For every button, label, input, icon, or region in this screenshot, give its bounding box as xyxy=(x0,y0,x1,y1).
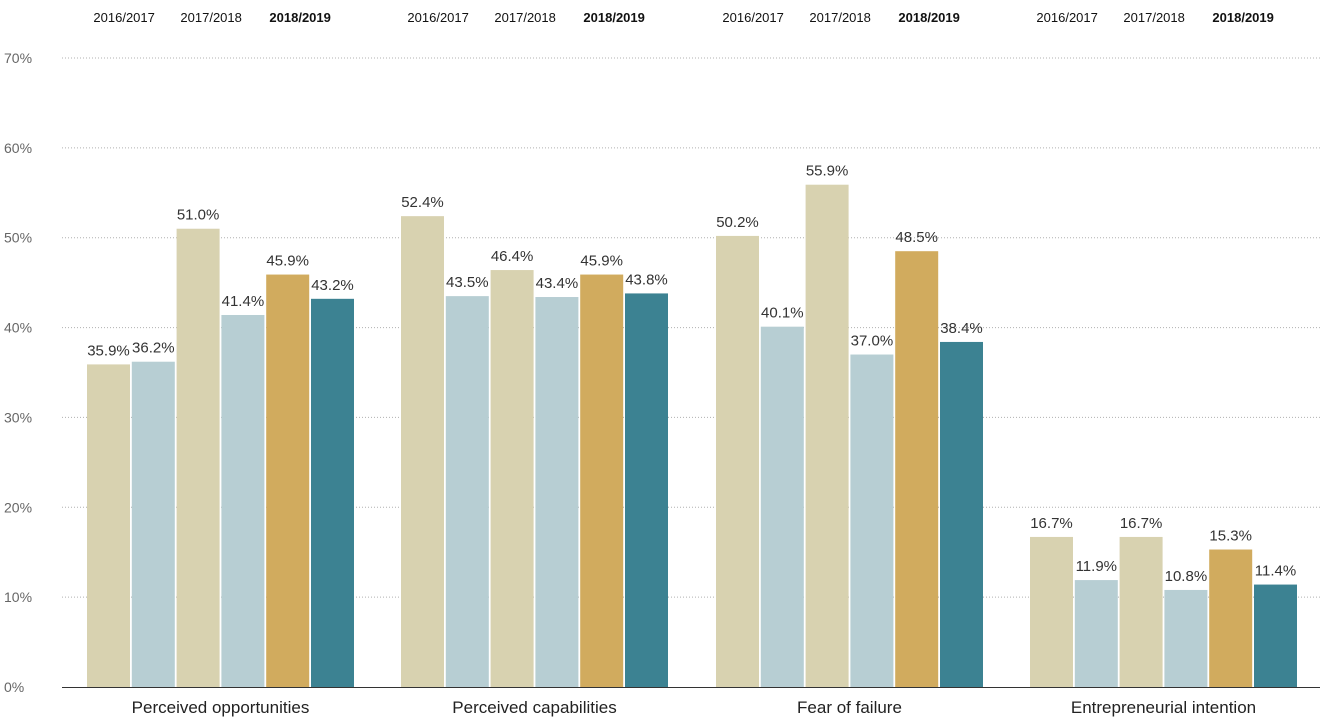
bar-value-label: 43.2% xyxy=(311,277,354,294)
bar-value-label: 37.0% xyxy=(851,333,894,350)
bar-value-label: 38.4% xyxy=(940,320,983,337)
bar xyxy=(266,274,310,687)
bar xyxy=(176,228,220,687)
period-label: 2018/2019 xyxy=(1212,10,1273,25)
bar xyxy=(311,298,354,687)
period-label: 2016/2017 xyxy=(407,10,468,25)
bar-value-label: 41.4% xyxy=(222,293,265,310)
y-tick-label: 20% xyxy=(4,499,32,515)
bar xyxy=(131,361,175,687)
bar-value-label: 11.4% xyxy=(1255,563,1296,580)
y-tick-label: 70% xyxy=(4,50,32,66)
period-label: 2018/2019 xyxy=(583,10,644,25)
period-label: 2018/2019 xyxy=(269,10,330,25)
bar-value-label: 15.3% xyxy=(1209,528,1252,545)
bar xyxy=(1209,549,1253,687)
bar-value-label: 45.9% xyxy=(266,253,309,270)
bar-value-label: 55.9% xyxy=(806,163,849,180)
bar-value-label: 46.4% xyxy=(491,248,534,265)
bar-value-label: 45.9% xyxy=(580,253,623,270)
bar-value-label: 16.7% xyxy=(1120,515,1163,532)
bar xyxy=(760,326,804,687)
bar xyxy=(850,354,894,687)
bar-value-label: 43.8% xyxy=(625,271,668,288)
bars-layer xyxy=(87,184,1297,688)
period-label: 2017/2018 xyxy=(1123,10,1184,25)
grid-layer: 0% 10% 20% 30% 40% 50% 60% 70% xyxy=(4,50,1320,695)
period-label: 2017/2018 xyxy=(809,10,870,25)
bar xyxy=(1119,536,1163,687)
bar xyxy=(625,293,668,687)
bar-value-label: 52.4% xyxy=(401,194,444,211)
bar xyxy=(87,364,130,687)
bar xyxy=(1254,584,1297,687)
bar-value-label: 35.9% xyxy=(87,342,130,359)
bar-value-label: 40.1% xyxy=(761,305,804,322)
period-label: 2017/2018 xyxy=(180,10,241,25)
bar xyxy=(895,251,939,687)
bar xyxy=(805,184,849,687)
period-label: 2018/2019 xyxy=(898,10,959,25)
bar xyxy=(445,296,489,687)
bar-value-label: 50.2% xyxy=(716,214,759,231)
period-label: 2016/2017 xyxy=(722,10,783,25)
period-label: 2016/2017 xyxy=(1036,10,1097,25)
bar xyxy=(490,270,534,687)
bar-value-label: 43.5% xyxy=(446,274,489,291)
bar-value-label: 48.5% xyxy=(895,229,938,246)
bar-value-label: 11.9% xyxy=(1076,558,1117,575)
bar-value-label: 10.8% xyxy=(1165,568,1208,585)
bar-value-label: 36.2% xyxy=(132,340,175,357)
y-tick-label: 60% xyxy=(4,140,32,156)
y-tick-label: 50% xyxy=(4,230,32,246)
y-tick-label: 0% xyxy=(4,679,24,695)
bar xyxy=(1030,536,1073,687)
category-label: Perceived capabilities xyxy=(452,698,616,717)
bar xyxy=(580,274,624,687)
bar xyxy=(716,235,759,687)
y-tick-label: 30% xyxy=(4,409,32,425)
bar-value-label: 51.0% xyxy=(177,207,220,224)
y-tick-label: 10% xyxy=(4,589,32,605)
bar xyxy=(221,314,265,687)
bar-value-label: 16.7% xyxy=(1030,515,1073,532)
bar xyxy=(535,297,579,687)
labels-layer: 35.9% 36.2%51.0%41.4%45.9%43.2%Perceived … xyxy=(87,10,1296,717)
bar xyxy=(1164,589,1208,687)
category-label: Fear of failure xyxy=(797,698,902,717)
period-label: 2017/2018 xyxy=(494,10,555,25)
bar xyxy=(940,341,983,687)
category-label: Entrepreneurial intention xyxy=(1071,698,1256,717)
category-label: Perceived opportunities xyxy=(132,698,310,717)
y-tick-label: 40% xyxy=(4,320,32,336)
bar xyxy=(1074,580,1118,687)
period-label: 2016/2017 xyxy=(93,10,154,25)
bar xyxy=(401,216,444,688)
bar-value-label: 43.4% xyxy=(536,275,579,292)
